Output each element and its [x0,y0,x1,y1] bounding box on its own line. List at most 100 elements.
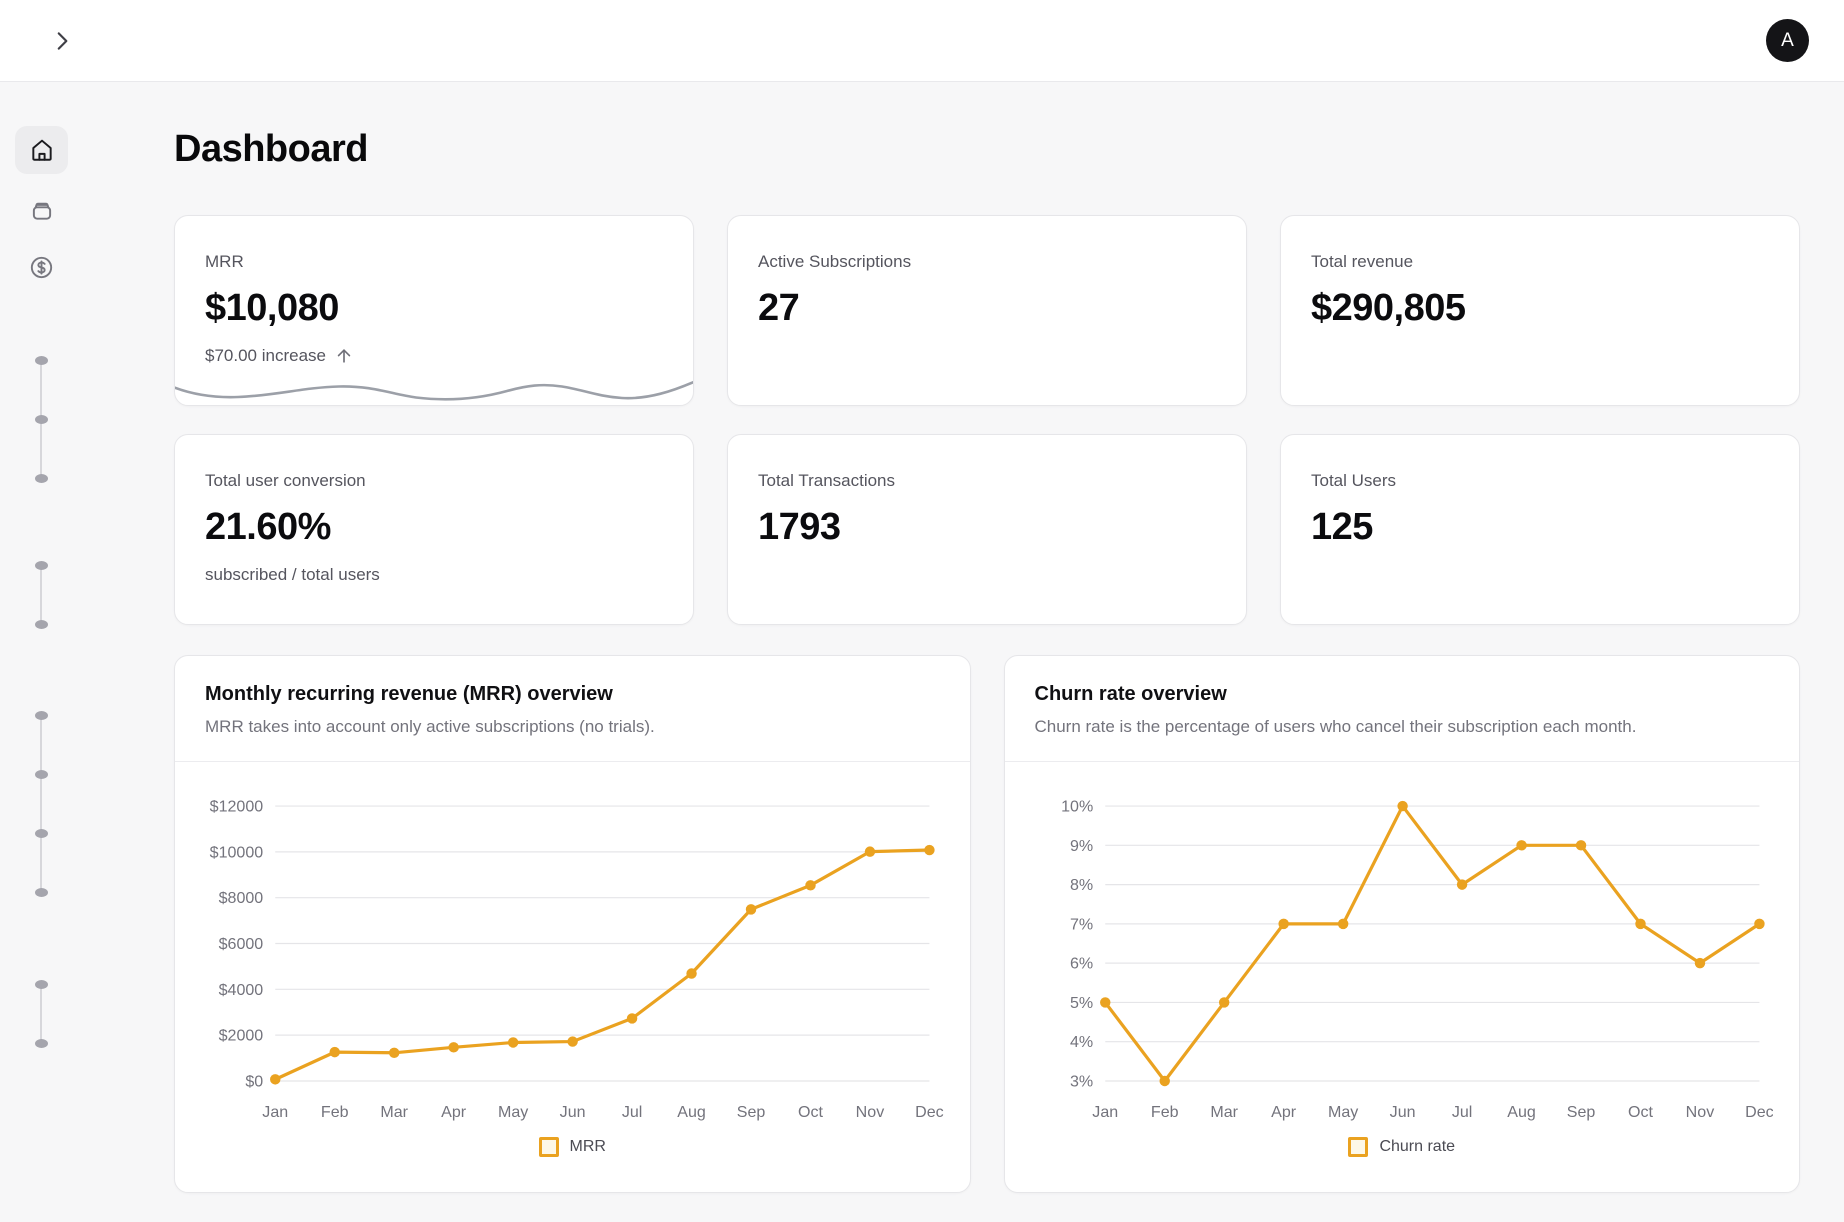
sidebar-dot-group [0,561,90,629]
stat-card-total-transactions: Total Transactions 1793 [727,434,1247,625]
svg-text:Dec: Dec [915,1103,943,1121]
skeleton-dot [34,770,48,779]
svg-text:7%: 7% [1070,915,1093,933]
stat-card-total-revenue: Total revenue $290,805 [1280,215,1800,406]
sidebar-dot-group [0,980,90,1048]
page-title: Dashboard [174,128,368,170]
skeleton-dot [34,711,48,720]
stat-subtext-label: subscribed / total users [205,565,380,584]
skeleton-dot [34,620,48,629]
svg-text:Apr: Apr [1271,1103,1297,1121]
svg-text:Aug: Aug [1507,1103,1536,1121]
chart-header: Churn rate overview Churn rate is the pe… [1004,656,1799,762]
svg-text:$12000: $12000 [210,798,264,816]
svg-text:May: May [1327,1103,1357,1121]
stat-label: Total Users [1311,471,1397,490]
svg-text:Dec: Dec [1745,1103,1773,1121]
mrr-line-chart: $12000 $10000 $8000 $6000 $4000 $2000 $0 Jan Feb… [210,798,944,1122]
chart-title: Churn rate overview [1034,683,1227,705]
wallet-icon [29,197,55,223]
svg-text:Jun: Jun [1389,1103,1415,1121]
svg-text:Mar: Mar [380,1103,408,1121]
stat-label: Total user conversion [205,471,366,490]
stat-value: 27 [758,287,800,329]
svg-text:$8000: $8000 [219,889,264,907]
chart-header: Monthly recurring revenue (MRR) overview… [175,656,970,762]
chart-subtitle: Churn rate is the percentage of users wh… [1034,717,1637,736]
sidebar-item-home[interactable] [15,126,68,174]
chart-body: 10% 9% 8% 7% 6% 5% 4% 3% Jan Feb Mar Apr May Jun Jul Au… [1005,762,1800,1158]
stat-card-active-subscriptions: Active Subscriptions 27 [727,215,1247,406]
stat-value: $10,080 [205,287,339,329]
sidebar-item-revenue[interactable] [15,243,68,291]
legend-label: MRR [569,1138,606,1156]
skeleton-dot [34,829,48,838]
svg-text:6%: 6% [1070,955,1093,973]
svg-text:$10000: $10000 [210,843,264,861]
svg-text:5%: 5% [1070,994,1093,1012]
stat-card-mrr: MRR $10,080 $70.00 increase [174,215,694,406]
legend-label: Churn rate [1379,1138,1456,1156]
skeleton-dot [34,561,48,570]
chevron-right-icon [49,28,75,54]
svg-text:May: May [498,1103,528,1121]
svg-text:$0: $0 [245,1072,263,1090]
svg-text:Feb: Feb [1150,1103,1178,1121]
svg-text:Nov: Nov [1685,1103,1714,1121]
user-avatar[interactable]: A [1766,19,1809,62]
main-content: Dashboard MRR $10,080 $70.00 increase Ac… [90,82,1844,1222]
skeleton-dot [34,888,48,897]
svg-text:4%: 4% [1070,1033,1093,1051]
legend-item-mrr[interactable]: MRR [201,1137,944,1158]
skeleton-dot [34,356,48,365]
sidebar-item-wallet[interactable] [15,186,68,234]
svg-text:$4000: $4000 [219,981,264,999]
chart-subtitle: MRR takes into account only active subsc… [205,717,655,736]
svg-text:Jun: Jun [560,1103,586,1121]
sidebar-dot-group [0,711,90,897]
avatar-initial: A [1781,29,1794,51]
skeleton-dot [34,1039,48,1048]
stat-value: 21.60% [205,506,331,548]
svg-text:$2000: $2000 [219,1027,264,1045]
svg-text:Jul: Jul [622,1103,643,1121]
stat-label: MRR [205,252,244,271]
svg-text:Oct: Oct [1628,1103,1654,1121]
svg-text:Sep: Sep [1566,1103,1595,1121]
sidebar-expand-button[interactable] [44,23,80,59]
stat-value: $290,805 [1311,287,1466,329]
svg-text:Jan: Jan [262,1103,288,1121]
stat-value: 125 [1311,506,1373,548]
legend-item-churn-rate[interactable]: Churn rate [1031,1137,1774,1158]
svg-text:$6000: $6000 [219,935,264,953]
skeleton-dot [34,474,48,483]
arrow-up-icon [334,346,354,366]
svg-text:Apr: Apr [441,1103,467,1121]
svg-text:Nov: Nov [856,1103,885,1121]
sidebar [0,82,90,1222]
circle-dollar-icon [28,254,55,281]
svg-text:Oct: Oct [798,1103,824,1121]
svg-text:Aug: Aug [677,1103,706,1121]
charts-grid: Monthly recurring revenue (MRR) overview… [174,655,1800,1193]
stat-subtext: subscribed / total users [205,565,663,585]
stat-label: Total revenue [1311,252,1414,271]
stat-label: Active Subscriptions [758,252,912,271]
legend-swatch [1348,1137,1369,1158]
svg-text:Feb: Feb [321,1103,349,1121]
chart-title: Monthly recurring revenue (MRR) overview [205,683,613,705]
skeleton-dot [34,980,48,989]
svg-text:3%: 3% [1070,1072,1093,1090]
churn-chart-card: Churn rate overview Churn rate is the pe… [1003,655,1800,1193]
stat-subtext-label: $70.00 increase [205,346,326,365]
svg-text:Jul: Jul [1451,1103,1472,1121]
legend-swatch [538,1137,559,1158]
sidebar-dot-group [0,356,90,483]
stat-subtext: $70.00 increase [205,346,663,366]
svg-text:8%: 8% [1070,876,1093,894]
svg-text:Jan: Jan [1092,1103,1118,1121]
top-bar: A [0,0,1844,82]
home-icon [29,137,55,163]
svg-text:Sep: Sep [737,1103,766,1121]
svg-text:9%: 9% [1070,837,1093,855]
